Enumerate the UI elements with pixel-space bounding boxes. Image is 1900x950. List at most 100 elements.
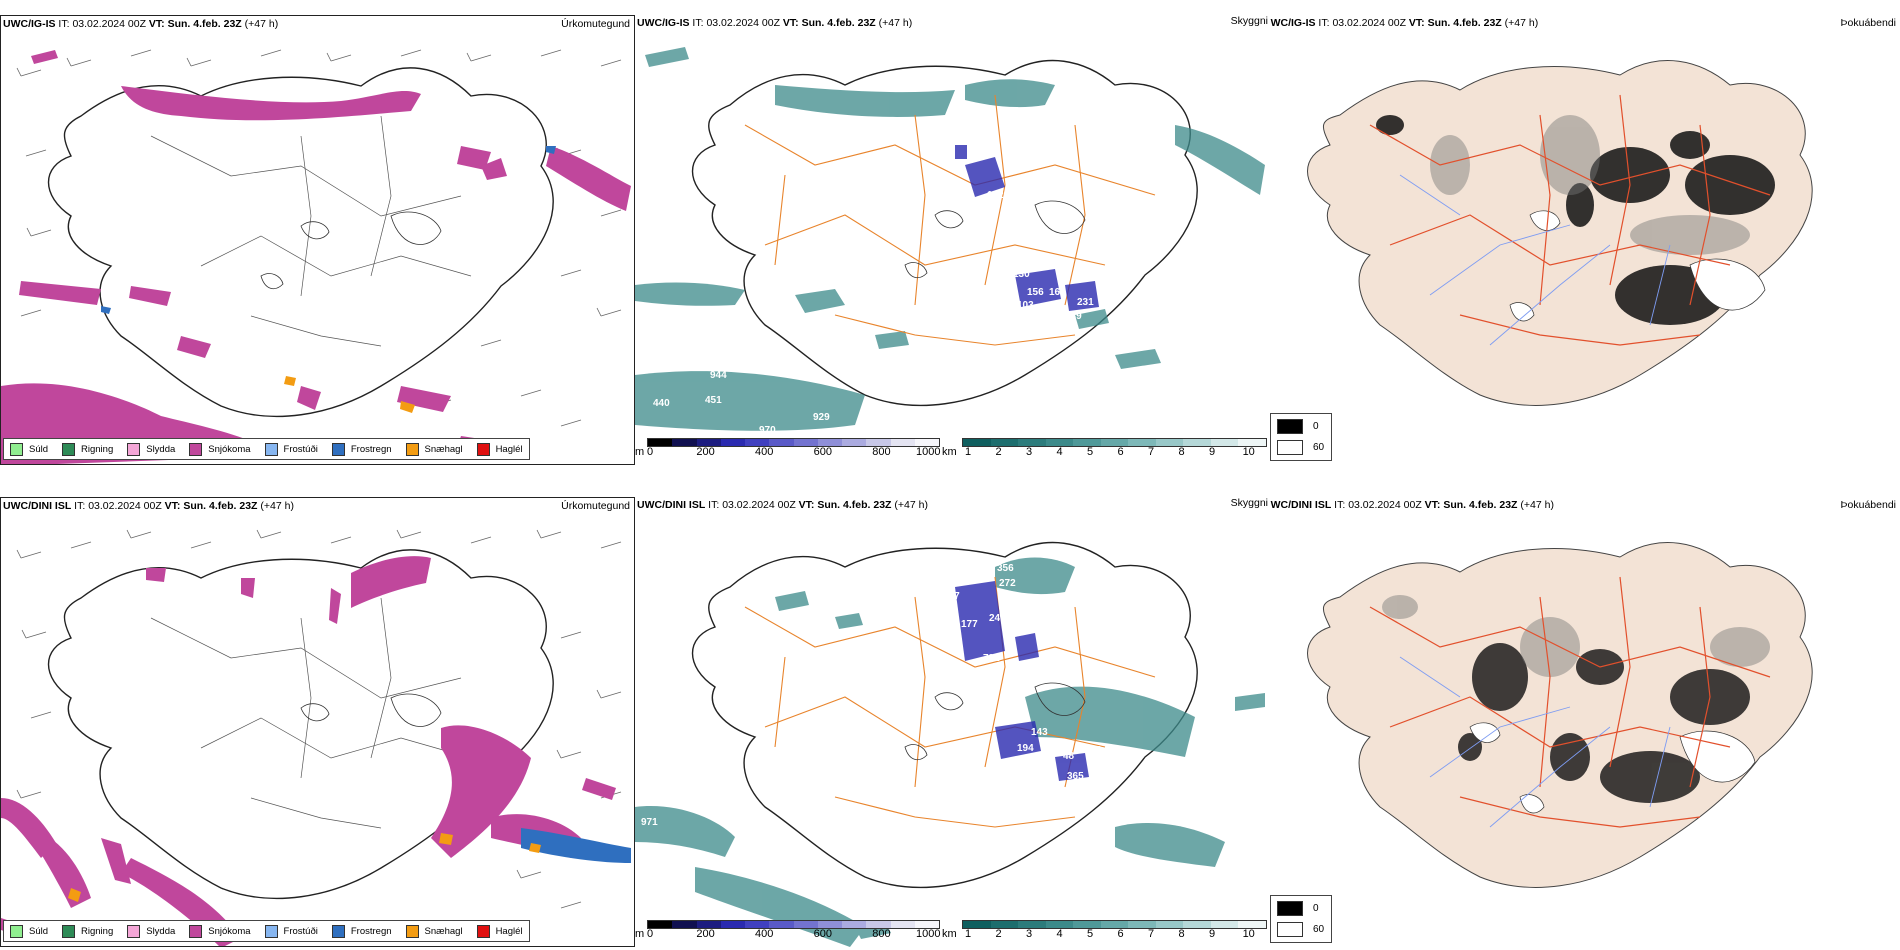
colorbar-segment: [890, 439, 915, 446]
colorbar-segment: [914, 439, 939, 446]
colorbar-segment: [1073, 921, 1101, 928]
glacier-areas: [1469, 722, 1756, 814]
panel-header: UWC/DINI ISL IT: 03.02.2024 00Z VT: Sun.…: [1270, 499, 1554, 511]
colorbar-segment: [1128, 439, 1156, 446]
colorbar-segment: [769, 921, 794, 928]
visibility-colorbar: km 1 2 3 4 5 6 7 8 9 10: [942, 438, 1267, 462]
tick-label: 800: [872, 928, 891, 940]
tick-label: 800: [872, 446, 891, 458]
colorbar-segment: [672, 439, 697, 446]
colorbar-segment: [817, 921, 842, 928]
visibility-value: 162: [987, 190, 1004, 201]
visibility-value: 288: [1003, 593, 1020, 604]
legend-label: Snæhagl: [424, 925, 463, 937]
legend-item-hail: Haglél: [476, 924, 523, 938]
road-network: [1369, 94, 1771, 346]
tick-label: 9: [1209, 928, 1216, 940]
fog-legend: 0 60: [1270, 895, 1332, 943]
legend-label: Rigning: [81, 443, 114, 455]
colorbar-segment: [1128, 921, 1156, 928]
legend-swatch: [476, 442, 490, 456]
visibility-value: 929: [813, 412, 830, 423]
precip-type-panel-top: UWC/IG-IS IT: 03.02.2024 00Z VT: Sun. 4.…: [0, 15, 635, 465]
vt-label: VT:: [148, 18, 165, 30]
legend-label: Slydda: [146, 443, 176, 455]
visibility-colorbar-bar: [962, 920, 1267, 929]
legend-label: Frostúði: [283, 925, 318, 937]
vt-label: VT:: [1408, 17, 1425, 29]
fog-legend-value: 0: [1313, 903, 1319, 914]
legend-swatch: [10, 924, 23, 938]
legend-label: Frostregn: [350, 443, 392, 455]
colorbar-segment: [817, 439, 842, 446]
tick-label: 2: [995, 446, 1002, 458]
model-name: UWC/IG-IS: [3, 18, 56, 30]
product-title: Úrkomutegund: [561, 18, 630, 30]
tick-label: 1000: [916, 928, 941, 940]
legend-swatch: [264, 924, 278, 938]
lead-time: (+47 h): [1504, 17, 1539, 29]
visibility-value: 130: [1013, 269, 1030, 280]
fog-swatch: [1277, 922, 1303, 937]
tick-label: 600: [813, 928, 832, 940]
tick-label: 6: [1117, 928, 1124, 940]
vt-value: Sun. 4.feb. 23Z: [167, 18, 242, 30]
legend-swatch: [10, 442, 23, 456]
visibility-unit: km: [942, 928, 957, 940]
glacier-areas: [1509, 210, 1766, 322]
colorbar-segment: [648, 921, 673, 928]
colorbar-segment: [1018, 921, 1046, 928]
panel-header: UWC/DINI ISL IT: 03.02.2024 00Z VT: Sun.…: [637, 499, 928, 511]
tick-label: 600: [813, 446, 832, 458]
it-value: 03.02.2024 00Z: [706, 17, 780, 29]
legend-swatch: [127, 442, 141, 456]
legend-item-freezing-rain: Frostregn: [331, 442, 392, 456]
visibility-value: 231: [1077, 297, 1094, 308]
precip-legend: Súld Rigning Slydda Snjókoma Frostúði Fr…: [3, 920, 530, 942]
visibility-value: 103: [1017, 300, 1034, 311]
legend-swatch: [476, 924, 490, 938]
vt-value: Sun. 4.feb. 23Z: [1427, 17, 1502, 29]
tick-label: 3: [1026, 928, 1033, 940]
colorbar-segment: [1073, 439, 1101, 446]
visibility-value: 177: [961, 619, 978, 630]
fog-panel-bottom: UWC/DINI ISL IT: 03.02.2024 00Z VT: Sun.…: [1270, 497, 1900, 947]
ceiling-unit: m: [635, 446, 645, 458]
fog-legend-item: 0: [1277, 419, 1319, 434]
tick-label: 1: [965, 446, 972, 458]
model-name: UWC/DINI ISL: [1270, 499, 1332, 511]
legend-label: Haglél: [495, 443, 523, 455]
fog-light-areas: [1382, 595, 1770, 677]
fog-dense-areas: [1376, 115, 1775, 325]
precip-legend: Súld Rigning Slydda Snjókoma Frostúði Fr…: [3, 438, 530, 460]
visibility-value: 356: [997, 563, 1014, 574]
product-title: Úrkomutegund: [561, 500, 630, 512]
visibility-ticks: 1 2 3 4 5 6 7 8 9 10: [962, 446, 1267, 460]
product-title: Þokuábendi: [1840, 17, 1896, 29]
visibility-labels: 356 68 272 247 288 177 247 171 792 45 42…: [641, 563, 1102, 902]
legend-label: Rigning: [81, 925, 114, 937]
tick-label: 400: [755, 928, 774, 940]
visibility-colorbar-bar: [962, 438, 1267, 447]
panel-header: UWC/IG-IS IT: 03.02.2024 00Z VT: Sun. 4.…: [1270, 17, 1538, 29]
colorbar-segment: [1155, 921, 1184, 928]
it-label: IT:: [74, 500, 86, 512]
visibility-value: 365: [1067, 771, 1084, 782]
legend-item-drizzle: Súld: [10, 442, 48, 456]
colorbar-segment: [1045, 439, 1074, 446]
it-label: IT:: [708, 499, 720, 511]
legend-item-snow-pellets: Snæhagl: [405, 924, 463, 938]
tick-label: 7: [1148, 928, 1155, 940]
visibility-value: 892: [955, 103, 972, 114]
legend-label: Snæhagl: [424, 443, 463, 455]
ceiling-colorbar: m 0 200 400 600 800 1000: [635, 920, 941, 944]
colorbar-segment: [672, 921, 697, 928]
legend-label: Frostregn: [350, 925, 392, 937]
colorbar-segment: [1183, 921, 1211, 928]
tick-label: 0: [646, 928, 654, 940]
it-value: 03.02.2024 00Z: [722, 499, 796, 511]
fog-legend-item: 60: [1277, 440, 1324, 455]
tick-label: 200: [696, 446, 715, 458]
river-network: [1399, 656, 1671, 828]
tick-label: 4: [1056, 928, 1063, 940]
